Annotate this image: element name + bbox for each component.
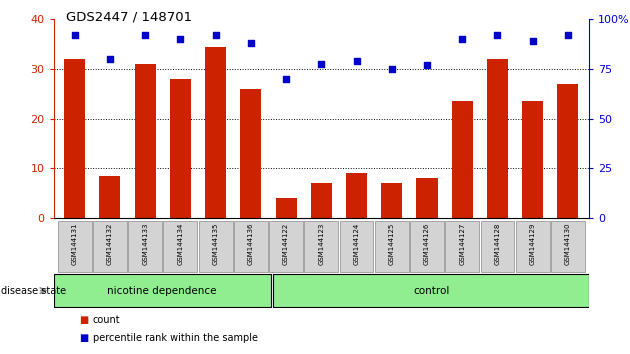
Bar — [311, 183, 332, 218]
FancyBboxPatch shape — [93, 221, 127, 272]
Point — [457, 36, 467, 42]
Point — [352, 58, 362, 64]
Point — [70, 33, 80, 38]
Text: GSM144133: GSM144133 — [142, 223, 148, 265]
FancyBboxPatch shape — [163, 221, 197, 272]
FancyBboxPatch shape — [304, 221, 338, 272]
Text: percentile rank within the sample: percentile rank within the sample — [93, 333, 258, 343]
FancyBboxPatch shape — [516, 221, 549, 272]
FancyBboxPatch shape — [54, 274, 270, 307]
FancyBboxPatch shape — [445, 221, 479, 272]
Bar — [205, 47, 226, 218]
Text: GSM144131: GSM144131 — [72, 223, 77, 265]
Point — [246, 40, 256, 46]
Text: GSM144128: GSM144128 — [495, 223, 500, 265]
Point — [493, 33, 503, 38]
Text: ■: ■ — [79, 315, 88, 325]
Text: count: count — [93, 315, 120, 325]
FancyBboxPatch shape — [234, 221, 268, 272]
Point — [105, 56, 115, 62]
FancyBboxPatch shape — [551, 221, 585, 272]
Bar — [381, 183, 403, 218]
FancyBboxPatch shape — [273, 274, 589, 307]
FancyBboxPatch shape — [481, 221, 514, 272]
FancyBboxPatch shape — [340, 221, 374, 272]
Point — [387, 66, 397, 72]
Text: GSM144122: GSM144122 — [283, 223, 289, 265]
FancyBboxPatch shape — [198, 221, 232, 272]
Bar — [64, 59, 85, 218]
Point — [210, 33, 220, 38]
Point — [281, 76, 291, 82]
Text: GSM144124: GSM144124 — [353, 223, 360, 265]
Text: GSM144130: GSM144130 — [565, 223, 571, 265]
Bar — [487, 59, 508, 218]
Bar — [275, 198, 297, 218]
Text: ■: ■ — [79, 333, 88, 343]
Text: GSM144123: GSM144123 — [318, 223, 324, 265]
Text: GSM144129: GSM144129 — [530, 223, 535, 265]
FancyBboxPatch shape — [58, 221, 91, 272]
Text: GSM144125: GSM144125 — [389, 223, 395, 265]
Point — [563, 33, 573, 38]
Text: GDS2447 / 148701: GDS2447 / 148701 — [66, 11, 192, 24]
Text: GSM144134: GSM144134 — [178, 223, 183, 265]
Bar — [240, 89, 261, 218]
Text: disease state: disease state — [1, 286, 66, 296]
Bar — [170, 79, 191, 218]
Bar — [522, 101, 543, 218]
FancyBboxPatch shape — [269, 221, 303, 272]
Text: nicotine dependence: nicotine dependence — [107, 286, 217, 296]
Text: GSM144126: GSM144126 — [424, 223, 430, 265]
Point — [140, 33, 150, 38]
Bar — [135, 64, 156, 218]
Point — [422, 62, 432, 68]
FancyBboxPatch shape — [410, 221, 444, 272]
Point — [175, 36, 185, 42]
Text: GSM144127: GSM144127 — [459, 223, 465, 265]
Bar — [416, 178, 438, 218]
Point — [316, 61, 326, 67]
FancyBboxPatch shape — [375, 221, 409, 272]
FancyBboxPatch shape — [129, 221, 162, 272]
Bar — [452, 101, 472, 218]
Bar — [558, 84, 578, 218]
Bar — [100, 176, 120, 218]
Text: GSM144136: GSM144136 — [248, 223, 254, 265]
Text: GSM144135: GSM144135 — [212, 223, 219, 265]
Text: GSM144132: GSM144132 — [107, 223, 113, 265]
Bar — [346, 173, 367, 218]
Text: control: control — [413, 286, 449, 296]
Point — [528, 39, 538, 44]
